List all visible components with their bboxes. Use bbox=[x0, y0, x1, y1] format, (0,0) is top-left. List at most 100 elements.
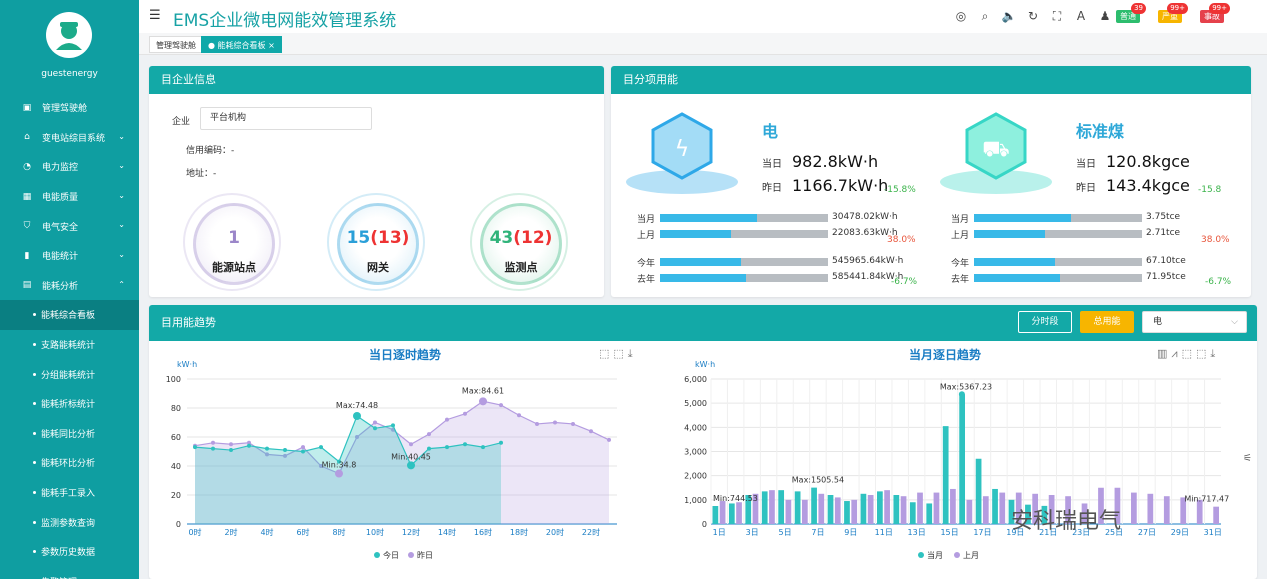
submenu-item[interactable]: 能耗手工录入 bbox=[0, 478, 139, 508]
submenu-item[interactable]: 告警管理 bbox=[0, 567, 139, 579]
search-icon[interactable]: ⌕ bbox=[981, 9, 989, 23]
data-point bbox=[427, 446, 431, 451]
row-label: 去年 bbox=[951, 275, 970, 285]
data-point bbox=[517, 413, 521, 418]
today-number: 982.8kW·h bbox=[792, 152, 879, 171]
submenu-item[interactable]: 能耗环比分析 bbox=[0, 448, 139, 478]
fullscreen-icon[interactable]: ⛶ bbox=[1052, 9, 1062, 23]
row-label: 今年 bbox=[951, 259, 970, 269]
bar-当月 bbox=[778, 490, 785, 524]
energy-type-select[interactable]: 电 ⌵ bbox=[1142, 311, 1247, 333]
alarm-badge-2[interactable]: 事故 99+ bbox=[1200, 3, 1230, 23]
submenu-item[interactable]: 参数历史数据 bbox=[0, 537, 139, 567]
sliders-icon[interactable]: ⚟ bbox=[1243, 453, 1252, 464]
yesterday-label: 昨日 bbox=[762, 183, 782, 194]
company-select[interactable]: 平台机构 bbox=[200, 107, 372, 130]
avatar[interactable] bbox=[46, 12, 92, 58]
tab-energy-dashboard[interactable]: ● 能耗综合看板 × bbox=[201, 36, 282, 53]
legend-label: 今日 bbox=[383, 550, 399, 560]
bar-上月 bbox=[818, 493, 825, 524]
daily-chart-toolbox[interactable]: ▥⩘⬚⬚⤓ bbox=[1157, 347, 1220, 360]
row-value: 30478.02kW·h bbox=[832, 212, 898, 222]
sidebar-item[interactable]: ▮ 电能统计 ⌄ bbox=[0, 241, 139, 271]
data-point bbox=[319, 464, 323, 468]
x-tick-label: 23日 bbox=[1072, 528, 1090, 537]
tab-cockpit[interactable]: 管理驾驶舱 bbox=[149, 36, 203, 53]
submenu-label: 分组能耗统计 bbox=[41, 370, 96, 381]
meter-icon: ▦ bbox=[22, 191, 32, 202]
today-value: 当日 120.8kgce bbox=[1076, 152, 1190, 171]
alarm-badge-0[interactable]: 普通 39 bbox=[1116, 3, 1146, 23]
bar-上月 bbox=[736, 502, 742, 524]
refresh-icon[interactable]: ↻ bbox=[1027, 9, 1039, 23]
total-energy-button[interactable]: 总用能 bbox=[1080, 311, 1134, 333]
daily-chart-title: 当月逐日趋势 bbox=[909, 348, 982, 362]
hamburger-menu-icon[interactable]: ☰ bbox=[149, 8, 161, 23]
analysis-icon: ▤ bbox=[22, 280, 32, 291]
data-point bbox=[535, 421, 539, 426]
y-tick-label: 20 bbox=[171, 491, 181, 500]
row-value: 3.75tce bbox=[1146, 212, 1181, 222]
bar-上月 bbox=[1163, 496, 1170, 524]
progress-fill bbox=[660, 230, 731, 238]
bar-当月 bbox=[909, 502, 916, 524]
extreme-marker bbox=[407, 461, 415, 470]
shirt-icon[interactable]: ♟ bbox=[1099, 9, 1111, 23]
data-point bbox=[229, 442, 233, 447]
submenu-item[interactable]: 能耗同比分析 bbox=[0, 419, 139, 449]
bar-当月 bbox=[745, 495, 752, 524]
sidebar-item[interactable]: ⌂ 变电站综目系统 ⌄ bbox=[0, 123, 139, 153]
row-value: 22083.63kW·h bbox=[832, 228, 898, 238]
font-size-icon[interactable]: A bbox=[1076, 9, 1086, 23]
submenu-item[interactable]: 支路能耗统计 bbox=[0, 330, 139, 360]
chevron-down-icon: ⌄ bbox=[118, 249, 125, 259]
year-change-pct: -6.7% bbox=[891, 277, 918, 287]
bullet-icon bbox=[33, 372, 36, 376]
data-point bbox=[391, 423, 395, 428]
gauge-extra: (12) bbox=[513, 228, 553, 248]
submenu-item[interactable]: 能耗综合看板 bbox=[0, 300, 139, 330]
sidebar-item-label: 电力监控 bbox=[42, 163, 79, 174]
badge-count: 99+ bbox=[1209, 3, 1230, 14]
data-point bbox=[373, 426, 377, 431]
today-number: 120.8kgce bbox=[1106, 152, 1190, 171]
bar-上月 bbox=[752, 493, 759, 524]
data-point bbox=[319, 445, 323, 450]
x-tick-label: 13日 bbox=[908, 528, 926, 537]
submenu-label: 能耗折标统计 bbox=[41, 400, 96, 411]
legend-marker bbox=[954, 552, 960, 558]
bar-上月 bbox=[769, 490, 775, 524]
x-tick-label: 6时 bbox=[296, 527, 309, 537]
time-period-button[interactable]: 分时段 bbox=[1018, 311, 1072, 333]
hourly-chart-toolbox[interactable]: ⬚⬚⤓ bbox=[599, 347, 637, 360]
x-tick-label: 16时 bbox=[474, 527, 492, 537]
sidebar-item[interactable]: ▤ 能耗分析 ⌃ bbox=[0, 271, 139, 301]
y-tick-label: 60 bbox=[171, 433, 181, 442]
bar-上月 bbox=[719, 501, 726, 524]
data-point bbox=[301, 449, 305, 454]
submenu-item[interactable]: 能耗折标统计 bbox=[0, 389, 139, 419]
submenu-item[interactable]: 监测参数查询 bbox=[0, 507, 139, 537]
alarm-badge-1[interactable]: 严重 99+ bbox=[1158, 3, 1188, 23]
support-icon[interactable]: ◎ bbox=[955, 9, 967, 23]
hourly-trend-chart: 0 20 40 60 80 100 kW·h 0时 2时 4时 6时 8时 10时 12时 14时 16时 18… bbox=[166, 360, 617, 560]
tab-close-icon[interactable]: × bbox=[268, 41, 275, 50]
y-tick-label: 0 bbox=[702, 520, 707, 529]
yesterday-value: 昨日 1166.7kW·h bbox=[762, 176, 888, 195]
address: 地址：- bbox=[186, 169, 217, 179]
panel-icon: 目 bbox=[161, 316, 172, 329]
row-value: 67.10tce bbox=[1146, 256, 1186, 266]
data-point bbox=[427, 432, 431, 437]
bar-上月 bbox=[1048, 495, 1055, 524]
sidebar-item[interactable]: ⛉ 电气安全 ⌄ bbox=[0, 211, 139, 241]
legend-marker bbox=[374, 552, 380, 558]
submenu-item[interactable]: 分组能耗统计 bbox=[0, 359, 139, 389]
sidebar-item[interactable]: ▣ 管理驾驶舱 bbox=[0, 93, 139, 123]
legend-label: 昨日 bbox=[417, 550, 433, 560]
badge-label: 事故 bbox=[1204, 12, 1220, 21]
today-label: 当日 bbox=[762, 159, 782, 170]
volume-icon[interactable]: 🔈 bbox=[1001, 9, 1017, 23]
sidebar-item[interactable]: ▦ 电能质量 ⌄ bbox=[0, 182, 139, 212]
extreme-marker bbox=[479, 397, 487, 406]
sidebar-item[interactable]: ◔ 电力监控 ⌄ bbox=[0, 152, 139, 182]
